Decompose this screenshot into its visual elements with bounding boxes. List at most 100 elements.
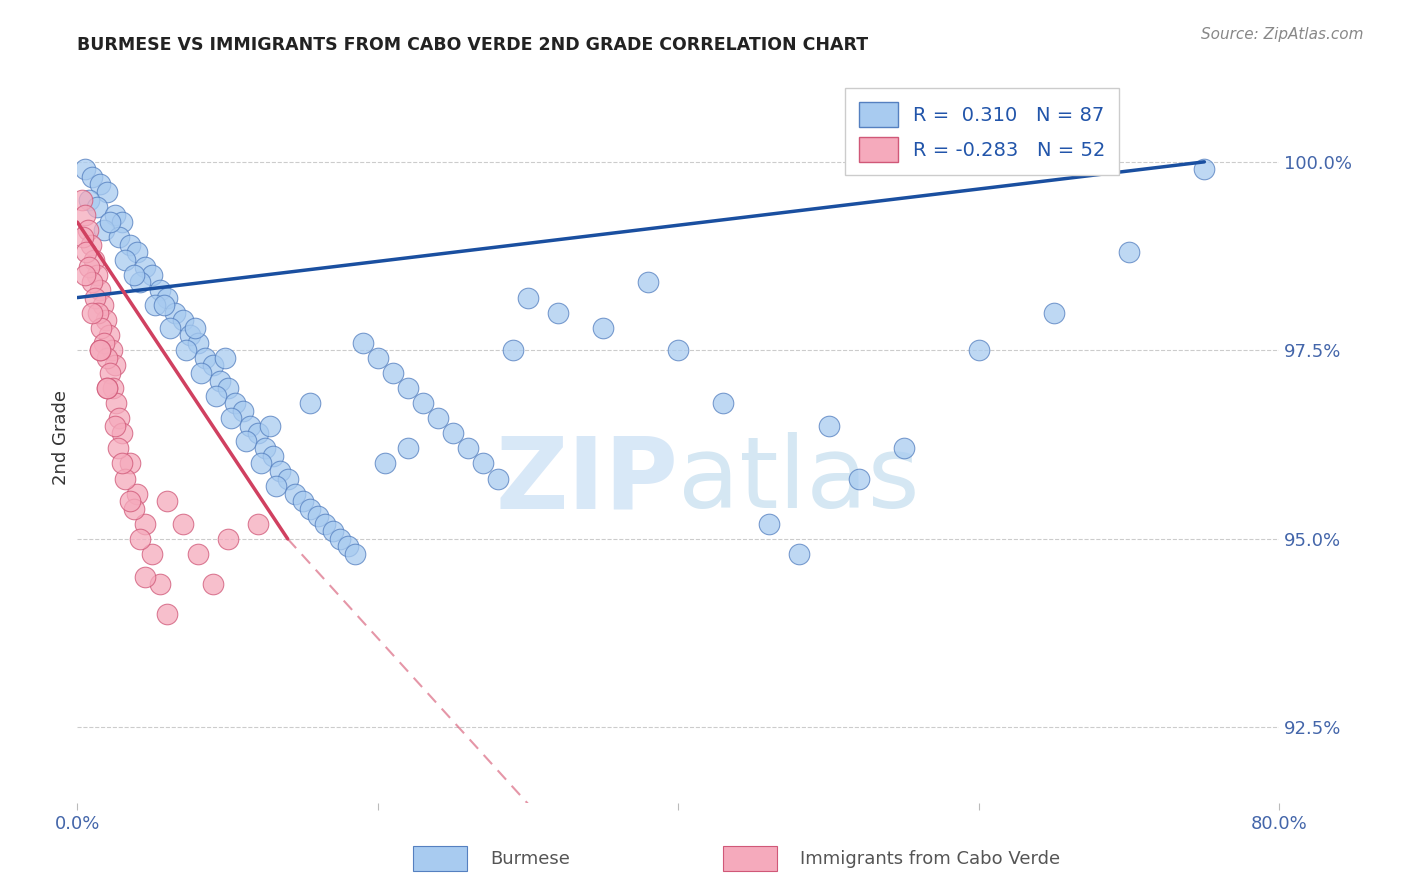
Point [108,411,131,425]
Text: atlas: atlas [679,433,920,530]
Point [848,471,870,485]
Point [114,252,136,267]
Point [79,193,101,207]
Point [179,328,201,343]
Y-axis label: 2nd Grade: 2nd Grade [52,390,70,484]
Point [183,320,205,334]
Point [103,381,125,395]
Point [486,471,509,485]
Point [111,426,134,441]
Point [893,442,915,456]
Point [79,260,101,275]
Point [82,169,104,184]
Point [129,276,152,290]
Point [75,245,97,260]
Point [145,298,167,312]
Point [441,426,464,441]
Point [787,547,810,561]
Point [134,516,156,531]
Point [91,298,114,312]
Point [277,471,299,485]
Point [111,457,134,471]
Point [89,343,111,358]
Point [96,351,118,365]
Point [299,501,322,516]
Point [967,343,990,358]
Point [134,260,156,275]
Point [72,230,94,244]
Point [124,501,146,516]
Point [713,396,735,410]
Point [201,577,224,591]
Point [104,208,127,222]
Point [89,343,111,358]
Point [1194,162,1216,177]
Point [269,464,291,478]
Point [174,343,197,358]
Text: ZIP: ZIP [495,433,679,530]
Point [156,607,179,622]
Point [134,569,156,583]
Point [232,403,254,417]
Point [127,486,149,500]
Point [204,389,226,403]
Point [381,366,404,380]
Point [172,313,194,327]
Point [108,230,131,244]
Point [172,516,194,531]
Point [396,442,419,456]
Text: Immigrants from Cabo Verde: Immigrants from Cabo Verde [800,849,1060,868]
Point [367,351,389,365]
Point [141,547,163,561]
Point [70,193,93,207]
Point [97,328,120,343]
Point [336,540,359,554]
Point [96,185,118,199]
Point [124,268,146,282]
Point [100,366,122,380]
Point [156,291,179,305]
Point [190,366,212,380]
Point [412,396,434,410]
Point [352,335,374,350]
Point [82,306,104,320]
Point [592,320,614,334]
Point [186,547,209,561]
Point [472,457,495,471]
Point [224,396,246,410]
Point [259,418,281,433]
Point [322,524,344,539]
FancyBboxPatch shape [723,847,778,871]
Point [118,457,141,471]
Point [141,268,163,282]
Point [217,532,239,546]
Point [163,306,186,320]
Point [427,411,450,425]
Point [1043,306,1066,320]
Point [94,313,117,327]
Point [299,396,322,410]
Point [111,215,134,229]
Point [76,223,98,237]
Point [668,343,690,358]
Point [118,237,141,252]
Point [246,426,269,441]
Point [217,381,239,395]
Point [86,200,108,214]
Point [82,276,104,290]
Point [201,359,224,373]
Point [153,298,176,312]
Point [329,532,352,546]
Point [235,434,257,448]
Point [127,245,149,260]
Point [396,381,419,395]
Point [89,178,111,192]
Point [90,320,112,334]
Point [93,335,115,350]
Point [249,457,271,471]
Point [83,252,105,267]
Point [254,442,277,456]
Point [374,457,396,471]
Text: Source: ZipAtlas.com: Source: ZipAtlas.com [1201,27,1364,42]
Point [159,320,181,334]
